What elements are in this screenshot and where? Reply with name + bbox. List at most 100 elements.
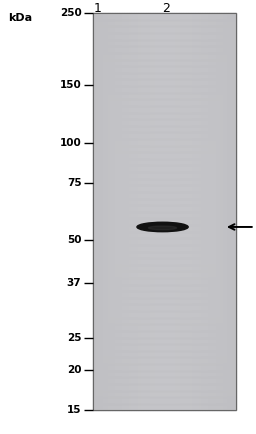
Bar (198, 13, 200, 411)
Bar (126, 13, 129, 411)
Text: 37: 37 (67, 278, 81, 288)
Bar (93, 377, 236, 384)
Bar (179, 13, 181, 411)
Bar (93, 271, 236, 278)
Bar (115, 13, 117, 411)
Bar (93, 265, 236, 271)
Text: 250: 250 (60, 8, 81, 18)
Bar (160, 13, 162, 411)
Bar (148, 13, 150, 411)
Bar (190, 13, 193, 411)
Text: 1: 1 (93, 2, 101, 15)
Bar (112, 13, 115, 411)
Text: 75: 75 (67, 178, 81, 188)
Bar (202, 13, 205, 411)
Bar (219, 13, 221, 411)
Bar (165, 13, 167, 411)
Bar (162, 13, 165, 411)
Bar (93, 53, 236, 59)
Bar (93, 311, 236, 318)
Bar (174, 13, 176, 411)
Bar (141, 13, 143, 411)
Bar (110, 13, 112, 411)
Bar (138, 13, 141, 411)
Bar (150, 13, 153, 411)
Bar (181, 13, 183, 411)
Bar (93, 199, 236, 205)
Bar (93, 245, 236, 252)
Bar (93, 238, 236, 245)
Bar (231, 13, 233, 411)
Bar (93, 86, 236, 93)
Bar (93, 146, 236, 152)
Bar (93, 112, 236, 119)
Bar (93, 33, 236, 39)
Bar (169, 13, 172, 411)
Text: 2: 2 (163, 2, 170, 15)
Text: 100: 100 (60, 138, 81, 148)
Bar (105, 13, 108, 411)
Bar (157, 13, 160, 411)
Bar (183, 13, 186, 411)
Bar (188, 13, 190, 411)
Bar (93, 358, 236, 364)
Bar (93, 46, 236, 53)
Bar (93, 397, 236, 404)
Bar (93, 351, 236, 358)
Bar (93, 93, 236, 99)
Bar (93, 384, 236, 391)
Bar (108, 13, 110, 411)
Text: 20: 20 (67, 365, 81, 375)
Bar (176, 13, 179, 411)
Bar (226, 13, 228, 411)
Bar (93, 20, 236, 26)
Ellipse shape (137, 222, 188, 232)
Bar (93, 258, 236, 265)
Bar (93, 324, 236, 331)
Bar (93, 318, 236, 324)
Text: 150: 150 (60, 80, 81, 90)
Bar (93, 218, 236, 225)
Bar (131, 13, 134, 411)
Bar (221, 13, 224, 411)
Bar (93, 232, 236, 238)
Bar (93, 364, 236, 371)
Bar (167, 13, 169, 411)
Bar (93, 152, 236, 159)
Bar (93, 205, 236, 212)
Bar (153, 13, 155, 411)
Bar (93, 172, 236, 179)
Bar (217, 13, 219, 411)
Bar (93, 344, 236, 351)
Bar (93, 99, 236, 106)
Bar (93, 291, 236, 298)
Bar (93, 391, 236, 397)
Bar (195, 13, 198, 411)
Text: 25: 25 (67, 333, 81, 343)
Bar (93, 79, 236, 86)
Bar (228, 13, 231, 411)
Bar (93, 59, 236, 66)
Bar (143, 13, 145, 411)
Bar (93, 13, 236, 20)
Bar (93, 159, 236, 165)
Bar (200, 13, 202, 411)
Bar (93, 139, 236, 146)
Bar (124, 13, 126, 411)
Bar (93, 331, 236, 338)
Bar (93, 165, 236, 172)
Bar (155, 13, 157, 411)
Bar (193, 13, 195, 411)
Bar (93, 278, 236, 285)
Bar (134, 13, 136, 411)
Text: kDa: kDa (8, 13, 33, 23)
Bar (93, 39, 236, 46)
Bar (172, 13, 174, 411)
Bar (93, 126, 236, 132)
Bar (93, 225, 236, 232)
Bar (129, 13, 131, 411)
Bar (93, 185, 236, 192)
Bar (214, 13, 217, 411)
Bar (93, 13, 96, 411)
Text: 50: 50 (67, 235, 81, 245)
